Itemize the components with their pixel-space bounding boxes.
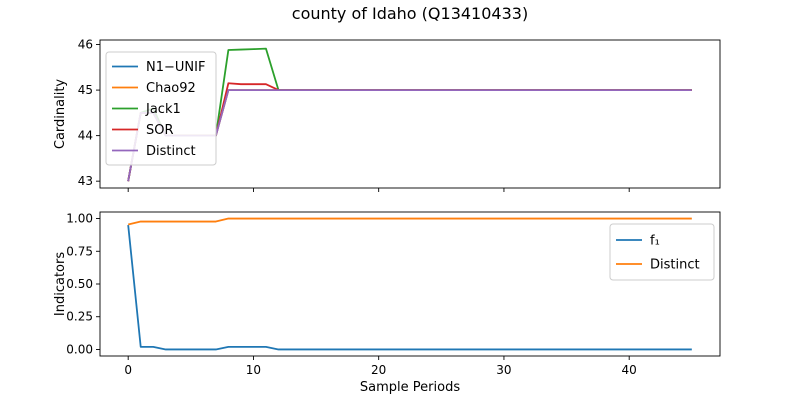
x-tick-label: 10 xyxy=(246,363,261,377)
y-tick-label: 0.00 xyxy=(66,342,93,356)
subplot-2: 0 10 20 30 40 0.00 0.25 0.50 0.75 1.00 Indicators S… xyxy=(53,212,721,395)
x-tick-label: 0 xyxy=(124,363,132,377)
x-tick-label: 30 xyxy=(496,363,511,377)
legend: f₁ Distinct xyxy=(609,223,715,281)
y-tick-label: 44 xyxy=(78,129,93,143)
x-tick-label: 20 xyxy=(371,363,386,377)
legend-label: Chao92 xyxy=(146,81,196,96)
legend-label: SOR xyxy=(146,123,174,138)
legend-box xyxy=(609,223,715,281)
series-line-distinct xyxy=(127,217,692,226)
y-tick-label: 46 xyxy=(78,38,93,52)
figure-title: county of Idaho (Q13410433) xyxy=(292,4,528,23)
y-axis-label: Indicators xyxy=(53,252,68,316)
x-axis-label: Sample Periods xyxy=(360,380,460,395)
axes-frame xyxy=(99,39,721,189)
legend-label: f₁ xyxy=(650,234,660,249)
y-tick-label: 0.25 xyxy=(66,310,93,324)
y-tick-label: 1.00 xyxy=(66,212,93,226)
legend-label: Distinct xyxy=(146,144,196,159)
y-tick-label: 0.50 xyxy=(66,277,93,291)
legend-label: Jack1 xyxy=(145,102,181,117)
y-tick-label: 45 xyxy=(78,83,93,97)
legend: N1−UNIF Chao92 Jack1 SOR Distinct xyxy=(105,51,217,166)
legend-box xyxy=(105,51,217,166)
y-tick-label: 0.75 xyxy=(66,244,93,258)
y-axis-label: Cardinality xyxy=(53,79,68,150)
legend-label: Distinct xyxy=(650,258,700,273)
y-tick-label: 43 xyxy=(78,174,93,188)
subplot-1: 43 44 45 46 Cardinality N1−UNIF Chao92 Jack1 SOR… xyxy=(53,38,721,192)
series-line-f- xyxy=(127,224,692,351)
legend-label: N1−UNIF xyxy=(146,60,205,75)
subplots: 43 44 45 46 Cardinality N1−UNIF Chao92 Jack1 SOR… xyxy=(53,38,721,395)
x-tick-label: 40 xyxy=(622,363,637,377)
